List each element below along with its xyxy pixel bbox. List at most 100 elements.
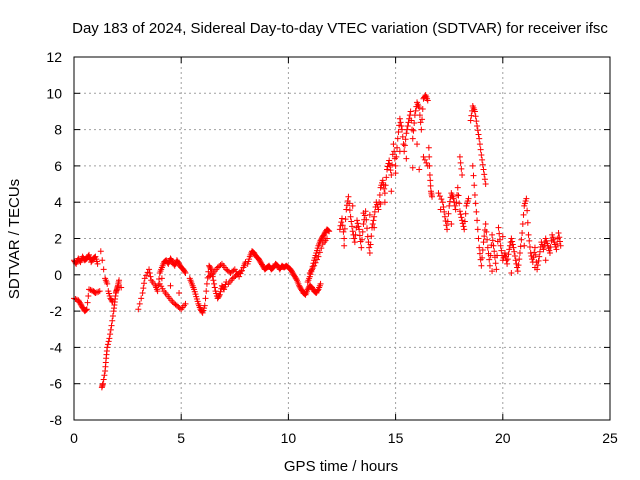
data-point	[416, 112, 423, 119]
data-point	[349, 202, 356, 209]
data-point	[412, 107, 419, 114]
data-point	[105, 338, 112, 345]
data-point	[467, 117, 474, 124]
data-point	[182, 300, 189, 307]
data-point	[293, 276, 300, 283]
x-tick-label: 15	[388, 430, 404, 446]
data-point	[457, 159, 464, 166]
data-point	[498, 247, 505, 254]
y-tick-label: -6	[50, 376, 63, 392]
data-point	[481, 233, 488, 240]
y-tick-label: -2	[50, 303, 63, 319]
data-point	[427, 177, 434, 184]
data-point	[504, 256, 511, 263]
data-point	[509, 238, 516, 245]
data-point	[444, 226, 451, 233]
data-point	[416, 104, 423, 111]
data-point	[526, 237, 533, 244]
data-point	[96, 288, 103, 295]
data-point	[489, 231, 496, 238]
data-point	[411, 112, 418, 119]
data-point	[505, 251, 512, 258]
data-point	[354, 220, 361, 227]
data-point	[503, 257, 510, 264]
data-point	[147, 273, 154, 280]
data-point	[516, 256, 523, 263]
data-point	[441, 208, 448, 215]
data-point	[104, 341, 111, 348]
data-point	[87, 286, 94, 293]
data-point	[370, 217, 377, 224]
data-point	[531, 244, 538, 251]
data-point	[499, 233, 506, 240]
data-point	[202, 295, 209, 302]
data-point	[526, 243, 533, 250]
data-point	[542, 257, 549, 264]
data-point	[356, 232, 363, 239]
data-point	[308, 266, 315, 273]
data-point	[107, 326, 114, 333]
data-point	[459, 217, 466, 224]
data-point	[360, 220, 367, 227]
data-point	[176, 305, 183, 312]
data-point	[547, 243, 554, 250]
data-point	[104, 344, 111, 351]
data-point	[409, 135, 416, 142]
data-point	[517, 243, 524, 250]
data-point	[360, 210, 367, 217]
data-point	[448, 220, 455, 227]
data-point	[146, 269, 153, 276]
data-point	[480, 239, 487, 246]
data-point	[511, 253, 518, 260]
data-point	[392, 162, 399, 169]
data-point	[108, 297, 115, 304]
data-point	[556, 238, 563, 245]
data-point	[339, 222, 346, 229]
data-point	[554, 235, 561, 242]
data-point	[390, 141, 397, 148]
data-point	[336, 226, 343, 233]
data-point	[425, 144, 432, 151]
data-point	[371, 213, 378, 220]
data-point	[469, 162, 476, 169]
data-point	[410, 127, 417, 134]
data-point	[198, 308, 205, 315]
data-point	[381, 185, 388, 192]
data-point	[453, 199, 460, 206]
data-point	[553, 246, 560, 253]
data-point	[478, 152, 485, 159]
data-points	[71, 92, 564, 391]
data-point	[417, 119, 424, 126]
data-point	[201, 302, 208, 309]
data-point	[396, 148, 403, 155]
data-point	[94, 260, 101, 267]
data-point	[389, 161, 396, 168]
data-point	[316, 249, 323, 256]
data-point	[407, 108, 414, 115]
data-point	[352, 231, 359, 238]
data-point	[461, 218, 468, 225]
data-point	[203, 288, 210, 295]
data-point	[479, 161, 486, 168]
data-point	[109, 312, 116, 319]
data-point	[399, 126, 406, 133]
data-point	[155, 282, 162, 289]
data-point	[484, 236, 491, 243]
data-point	[379, 177, 386, 184]
data-point	[396, 115, 403, 122]
data-point	[108, 322, 115, 329]
data-point	[454, 184, 461, 191]
data-point	[458, 214, 465, 221]
data-point	[490, 242, 497, 249]
y-tick-label: 12	[46, 49, 62, 65]
data-point	[366, 250, 373, 257]
data-point	[482, 181, 489, 188]
data-point	[392, 170, 399, 177]
data-point	[474, 122, 481, 129]
data-point	[482, 220, 489, 227]
y-tick-label: -8	[50, 412, 63, 428]
data-point	[347, 213, 354, 220]
data-point	[311, 262, 318, 269]
data-point	[154, 288, 161, 295]
data-point	[345, 193, 352, 200]
